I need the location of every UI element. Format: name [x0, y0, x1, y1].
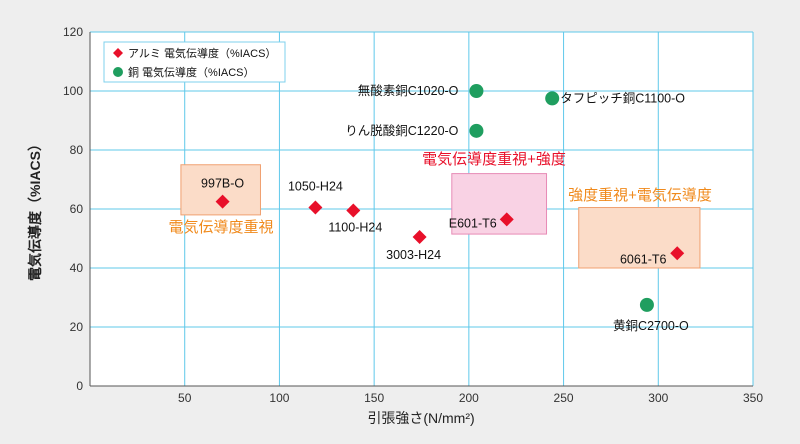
- region-label: 電気伝導度重視: [168, 219, 273, 236]
- region-label: 電気伝導度重視+強度: [422, 151, 566, 168]
- data-point-circle: [545, 91, 560, 106]
- legend-box: [103, 41, 286, 83]
- data-point-diamond: [346, 203, 361, 218]
- x-tick-label: 100: [269, 391, 289, 405]
- x-tick-label: 350: [743, 391, 763, 405]
- point-label: タフピッチ銅C1100-O: [560, 91, 685, 105]
- point-label: E601-T6: [449, 216, 497, 230]
- y-tick-label: 60: [70, 202, 84, 216]
- legend-label: アルミ 電気伝導度（%IACS）: [128, 46, 276, 60]
- legend-marker: [113, 67, 123, 77]
- point-label: りん脱酸銅C1220-O: [345, 123, 458, 138]
- axes: 50 100 150 200 250 300 350 0 20 40 60 80 100 120: [63, 25, 763, 405]
- x-tick-label: 50: [178, 391, 192, 405]
- legend: アルミ 電気伝導度（%IACS） 銅 電気伝導度（%IACS）: [103, 41, 286, 83]
- y-tick-label: 20: [70, 320, 84, 334]
- point-label: 黄銅C2700-O: [613, 319, 689, 333]
- data-point-diamond: [215, 194, 230, 209]
- region-label: 強度重視+電気伝導度: [568, 187, 712, 204]
- data-points: [215, 84, 685, 312]
- y-tick-label: 100: [63, 84, 83, 98]
- point-labels: 997B-O 1050-H24 1100-H24 3003-H24 E601-T6 606…: [201, 83, 689, 333]
- y-tick-label: 120: [63, 25, 83, 39]
- x-tick-label: 150: [364, 391, 384, 405]
- data-point-diamond: [670, 246, 685, 261]
- data-point-diamond: [499, 212, 514, 227]
- point-label: 6061-T6: [620, 252, 667, 266]
- point-label: 1100-H24: [328, 220, 382, 234]
- point-label: 無酸素銅C1020-O: [358, 83, 459, 98]
- y-tick-label: 40: [70, 261, 84, 275]
- x-tick-label: 200: [459, 391, 479, 405]
- data-point-diamond: [412, 230, 427, 245]
- x-tick-label: 300: [648, 391, 668, 405]
- point-label: 997B-O: [201, 177, 244, 191]
- y-tick-label: 80: [70, 143, 84, 157]
- point-label: 3003-H24: [386, 248, 441, 262]
- point-label: 1050-H24: [288, 180, 343, 194]
- highlight-region: [451, 173, 548, 235]
- data-point-circle: [469, 84, 484, 98]
- highlight-region: [578, 207, 701, 269]
- legend-label: 銅 電気伝導度（%IACS）: [128, 65, 255, 79]
- legend-marker: [113, 48, 123, 58]
- x-axis-label: 引張強さ(N/mm²): [367, 410, 474, 426]
- data-point-circle: [639, 297, 654, 312]
- x-tick-label: 250: [554, 391, 574, 405]
- y-tick-label: 0: [76, 379, 83, 393]
- data-point-circle: [469, 123, 484, 138]
- y-axis-label: 電気伝導度（%IACS）: [27, 137, 43, 281]
- data-point-diamond: [308, 200, 323, 215]
